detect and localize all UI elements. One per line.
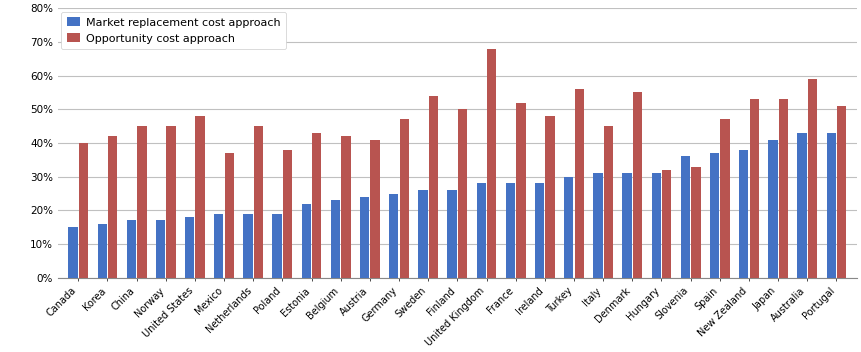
Bar [517, 102, 525, 278]
Bar [662, 170, 672, 278]
Bar [545, 116, 554, 278]
Bar [593, 173, 603, 278]
Bar [166, 126, 176, 278]
Bar [574, 89, 584, 278]
Bar [604, 126, 613, 278]
Bar [768, 140, 777, 278]
Bar [721, 119, 729, 278]
Bar [400, 119, 409, 278]
Bar [370, 140, 380, 278]
Bar [68, 227, 77, 278]
Bar [137, 126, 146, 278]
Bar [127, 220, 136, 278]
Bar [341, 136, 350, 278]
Bar [79, 143, 88, 278]
Bar [487, 49, 497, 278]
Bar [301, 204, 311, 278]
Bar [797, 133, 807, 278]
Bar [429, 96, 438, 278]
Bar [778, 99, 788, 278]
Bar [623, 173, 632, 278]
Bar [225, 153, 234, 278]
Bar [448, 190, 457, 278]
Bar [156, 220, 165, 278]
Bar [739, 150, 748, 278]
Bar [389, 194, 399, 278]
Bar [564, 177, 573, 278]
Legend: Market replacement cost approach, Opportunity cost approach: Market replacement cost approach, Opport… [61, 12, 286, 49]
Bar [750, 99, 759, 278]
Bar [505, 183, 515, 278]
Bar [418, 190, 428, 278]
Bar [214, 214, 224, 278]
Bar [709, 153, 719, 278]
Bar [360, 197, 369, 278]
Bar [837, 106, 846, 278]
Bar [254, 126, 263, 278]
Bar [108, 136, 117, 278]
Bar [691, 166, 701, 278]
Bar [244, 214, 252, 278]
Bar [477, 183, 486, 278]
Bar [185, 217, 195, 278]
Bar [272, 214, 282, 278]
Bar [283, 150, 292, 278]
Bar [652, 173, 661, 278]
Bar [331, 200, 340, 278]
Bar [195, 116, 205, 278]
Bar [313, 133, 321, 278]
Bar [681, 156, 690, 278]
Bar [633, 93, 642, 278]
Bar [827, 133, 836, 278]
Bar [97, 224, 107, 278]
Bar [808, 79, 817, 278]
Bar [535, 183, 544, 278]
Bar [458, 109, 468, 278]
